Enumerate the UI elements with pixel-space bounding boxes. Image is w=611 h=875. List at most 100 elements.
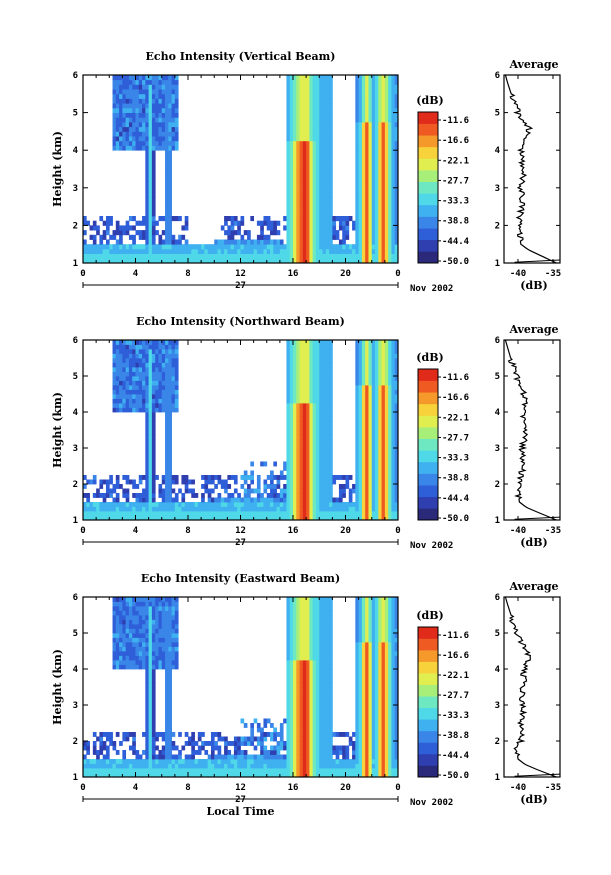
heatmap-cell xyxy=(155,637,159,643)
y-tick-label: 6 xyxy=(73,71,78,81)
heatmap-cell xyxy=(145,732,150,737)
heatmap-cell xyxy=(138,493,143,498)
heatmap-cell xyxy=(122,117,127,123)
heatmap-cell xyxy=(371,407,376,413)
heatmap-cell xyxy=(96,230,100,236)
heatmap-cell xyxy=(105,763,110,769)
heatmap-cell xyxy=(115,601,120,607)
heatmap-cell xyxy=(253,511,258,516)
heatmap-cell xyxy=(142,253,146,259)
heatmap-cell xyxy=(128,136,133,142)
heatmap-cell xyxy=(276,497,281,503)
heatmap-cell xyxy=(135,759,140,764)
heatmap-cell xyxy=(289,421,294,426)
heatmap-cell xyxy=(184,244,189,250)
heatmap-cell xyxy=(135,398,140,404)
heatmap-cell xyxy=(112,117,117,123)
heatmap-cell xyxy=(381,362,386,368)
heatmap-cell xyxy=(335,216,340,222)
heatmap-cell xyxy=(381,206,386,212)
heatmap-cell xyxy=(145,452,150,458)
heatmap-cell xyxy=(361,79,366,85)
heatmap-cell xyxy=(148,89,153,95)
heatmap-cell xyxy=(125,768,130,773)
heatmap-cell xyxy=(128,380,133,386)
heatmap-cell xyxy=(161,389,166,395)
heatmap-cell xyxy=(145,615,150,620)
heatmap-cell xyxy=(148,206,153,212)
heatmap-cell xyxy=(158,244,163,250)
heatmap-cell xyxy=(201,493,205,498)
heatmap-cell xyxy=(315,358,320,363)
heatmap-cell xyxy=(309,506,314,512)
heatmap-cell xyxy=(309,376,314,381)
heatmap-cell xyxy=(358,506,363,512)
heatmap-cell xyxy=(375,154,379,160)
heatmap-cell xyxy=(315,380,320,386)
heatmap-cell xyxy=(315,394,320,399)
heatmap-cell xyxy=(132,655,136,661)
heatmap-cell xyxy=(384,154,389,160)
heatmap-cell xyxy=(329,475,333,480)
heatmap-cell xyxy=(112,655,117,661)
colorbar-tick-label: -38.8 xyxy=(442,217,469,227)
heatmap-cell xyxy=(293,206,297,212)
heatmap-cell xyxy=(155,772,159,778)
heatmap-cell xyxy=(384,173,389,179)
heatmap-cell xyxy=(165,93,169,99)
heatmap-cell xyxy=(325,164,330,170)
heatmap-cell xyxy=(355,443,360,449)
heatmap-cell xyxy=(358,452,363,458)
heatmap-cell xyxy=(375,145,379,151)
heatmap-cell xyxy=(132,239,136,245)
heatmap-cell xyxy=(289,511,294,516)
heatmap-cell xyxy=(165,353,169,359)
heatmap-cell xyxy=(361,497,366,503)
heatmap-cell xyxy=(178,248,182,254)
heatmap-cell xyxy=(165,664,169,670)
heatmap-cell xyxy=(309,159,314,165)
heatmap-cell xyxy=(168,511,172,516)
heatmap-cell xyxy=(194,244,199,250)
heatmap-cell xyxy=(168,89,172,95)
heatmap-cell xyxy=(286,358,291,363)
heatmap-cell xyxy=(325,244,330,250)
heatmap-cell xyxy=(319,122,323,128)
heatmap-cell xyxy=(391,98,396,104)
heatmap-cell xyxy=(361,376,366,381)
heatmap-cell xyxy=(355,412,360,417)
heatmap-cell xyxy=(329,98,333,104)
heatmap-cell xyxy=(145,497,150,503)
heatmap-cell xyxy=(112,230,117,236)
heatmap-cell xyxy=(381,107,386,113)
heatmap-cell xyxy=(125,493,130,498)
heatmap-cell xyxy=(214,754,218,760)
heatmap-cell xyxy=(293,98,297,104)
heatmap-cell xyxy=(168,682,172,688)
heatmap-cell xyxy=(135,394,140,399)
heatmap-cell xyxy=(128,385,133,390)
heatmap-cell xyxy=(332,502,337,507)
heatmap-cell xyxy=(112,367,117,372)
heatmap-cell xyxy=(273,239,277,245)
heatmap-cell xyxy=(338,502,343,507)
heatmap-cell xyxy=(224,741,228,746)
heatmap-cell xyxy=(312,443,317,449)
heatmap-cell xyxy=(368,376,373,381)
heatmap-cell xyxy=(128,84,133,90)
heatmap-cell xyxy=(263,239,268,245)
heatmap-cell xyxy=(132,633,136,638)
heatmap-cell xyxy=(302,225,307,231)
heatmap-cell xyxy=(148,727,153,733)
heatmap-cell xyxy=(355,349,360,354)
heatmap-cell xyxy=(128,759,133,764)
heatmap-cell xyxy=(388,197,392,203)
heatmap-cell xyxy=(381,225,386,231)
heatmap-cell xyxy=(253,506,258,512)
heatmap-cell xyxy=(391,230,396,236)
heatmap-cell xyxy=(142,216,146,222)
heatmap-cell xyxy=(151,741,156,746)
heatmap-cell xyxy=(138,394,143,399)
heatmap-cell xyxy=(394,178,399,184)
heatmap-cell xyxy=(365,403,369,408)
